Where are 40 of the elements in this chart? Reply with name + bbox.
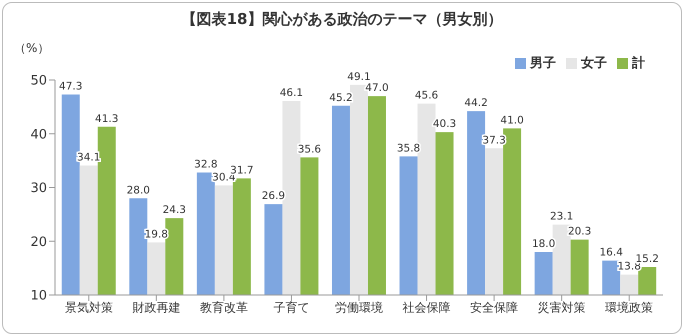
legend-label: 男子 bbox=[528, 55, 556, 72]
data-label: 35.8 bbox=[396, 142, 420, 154]
data-label: 46.1 bbox=[280, 86, 304, 99]
x-tick-label: 環境政策 bbox=[605, 300, 654, 315]
data-label: 16.4 bbox=[600, 246, 624, 259]
data-label: 28.0 bbox=[126, 184, 150, 196]
legend-label: 女子 bbox=[580, 55, 607, 72]
data-label: 32.8 bbox=[194, 158, 218, 170]
x-tick-label: 景気対策 bbox=[64, 300, 113, 315]
x-tick-label: 教育改革 bbox=[200, 300, 248, 315]
y-tick-label: 30 bbox=[30, 181, 47, 196]
chart-title: 【図表18】関心がある政治のテーマ（男女別） bbox=[180, 10, 504, 29]
data-label: 41.3 bbox=[95, 112, 118, 125]
data-label: 24.3 bbox=[162, 204, 186, 216]
x-tick-label: 災害対策 bbox=[538, 300, 586, 315]
data-label: 31.7 bbox=[230, 164, 254, 176]
data-label: 23.1 bbox=[550, 210, 574, 223]
data-label: 45.6 bbox=[414, 90, 439, 102]
legend-label: 計 bbox=[630, 54, 645, 72]
x-tick-label: 社会保障 bbox=[402, 300, 451, 315]
y-tick-label: 50 bbox=[30, 74, 47, 89]
data-label: 35.6 bbox=[298, 143, 322, 156]
data-label: 40.3 bbox=[432, 118, 456, 130]
y-tick-label: 10 bbox=[30, 288, 47, 304]
data-label: 47.0 bbox=[365, 82, 389, 94]
data-label: 44.2 bbox=[464, 97, 488, 110]
data-label: 47.3 bbox=[59, 80, 82, 93]
data-label: 45.2 bbox=[329, 92, 353, 104]
x-tick-label: 子育て bbox=[273, 300, 310, 315]
data-label: 49.1 bbox=[347, 70, 371, 83]
data-label: 20.3 bbox=[568, 226, 592, 238]
x-tick-label: 財政再建 bbox=[132, 300, 180, 315]
data-label: 18.0 bbox=[532, 238, 556, 250]
y-tick-label: 40 bbox=[30, 127, 47, 142]
y-axis-title: （%） bbox=[14, 40, 50, 57]
x-tick-label: 労働環境 bbox=[335, 300, 383, 315]
data-label: 26.9 bbox=[262, 190, 286, 202]
x-tick-label: 安全保障 bbox=[470, 300, 518, 315]
data-label: 41.0 bbox=[500, 114, 524, 126]
y-tick-label: 20 bbox=[30, 234, 47, 250]
